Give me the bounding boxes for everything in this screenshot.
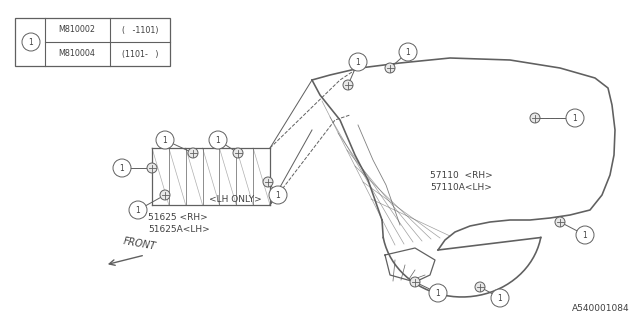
Circle shape xyxy=(566,109,584,127)
Text: 1: 1 xyxy=(29,38,33,47)
Circle shape xyxy=(385,63,395,73)
Circle shape xyxy=(233,148,243,158)
Text: 1: 1 xyxy=(216,136,220,145)
Circle shape xyxy=(399,43,417,61)
Circle shape xyxy=(22,33,40,51)
Text: 57110  <RH>: 57110 <RH> xyxy=(430,171,493,180)
Circle shape xyxy=(147,163,157,173)
Text: 1: 1 xyxy=(406,48,410,57)
Text: M810004: M810004 xyxy=(59,50,95,59)
Text: 1: 1 xyxy=(498,294,502,303)
Text: 1: 1 xyxy=(582,231,588,240)
Circle shape xyxy=(576,226,594,244)
Circle shape xyxy=(491,289,509,307)
Text: <LH ONLY>: <LH ONLY> xyxy=(209,196,261,204)
Circle shape xyxy=(555,217,565,227)
Circle shape xyxy=(475,282,485,292)
Text: 51625 <RH>: 51625 <RH> xyxy=(148,213,208,222)
Circle shape xyxy=(263,177,273,187)
Circle shape xyxy=(209,131,227,149)
Text: 57110A<LH>: 57110A<LH> xyxy=(430,183,492,193)
Text: 1: 1 xyxy=(276,191,280,200)
Text: 1: 1 xyxy=(120,164,124,173)
Circle shape xyxy=(429,284,447,302)
Bar xyxy=(15,18,170,66)
Text: 1: 1 xyxy=(573,114,577,123)
Text: 1: 1 xyxy=(356,58,360,67)
Circle shape xyxy=(160,190,170,200)
Circle shape xyxy=(156,131,174,149)
Text: 1: 1 xyxy=(136,206,140,215)
Circle shape xyxy=(530,113,540,123)
Circle shape xyxy=(269,186,287,204)
Text: A540001084: A540001084 xyxy=(572,304,630,313)
Text: FRONT: FRONT xyxy=(123,236,157,252)
Circle shape xyxy=(188,148,198,158)
Text: 1: 1 xyxy=(163,136,168,145)
Text: (   -1101): ( -1101) xyxy=(122,26,158,35)
Text: M810002: M810002 xyxy=(58,26,95,35)
Circle shape xyxy=(113,159,131,177)
Text: 51625A<LH>: 51625A<LH> xyxy=(148,226,210,235)
Circle shape xyxy=(410,277,420,287)
Text: 1: 1 xyxy=(436,289,440,298)
Text: (1101-   ): (1101- ) xyxy=(122,50,158,59)
Circle shape xyxy=(349,53,367,71)
Circle shape xyxy=(343,80,353,90)
Circle shape xyxy=(129,201,147,219)
